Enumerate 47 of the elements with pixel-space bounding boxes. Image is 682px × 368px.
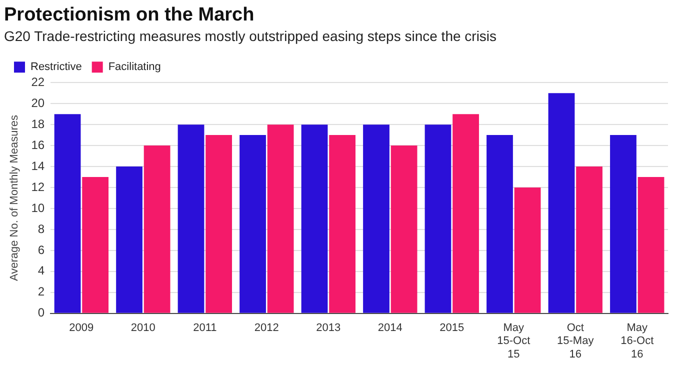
y-tick-label: 6 — [38, 242, 45, 257]
x-tick-label: May 16-Oct 16 — [620, 322, 654, 360]
x-tick-label: 2013 — [316, 322, 341, 334]
x-tick-label: 2011 — [193, 322, 217, 334]
y-tick-label: 0 — [38, 306, 45, 320]
x-tick-label: 2012 — [254, 322, 279, 334]
x-tick-label: May 15-Oct 15 — [497, 322, 530, 360]
y-tick-label: 4 — [38, 264, 45, 278]
bar — [267, 124, 294, 313]
bar — [240, 135, 266, 313]
y-tick-label: 10 — [31, 200, 45, 215]
x-tick-label: 2010 — [130, 322, 156, 334]
bar — [576, 166, 602, 313]
bar — [610, 135, 636, 313]
bar — [638, 177, 664, 313]
bar — [424, 124, 452, 313]
bar — [486, 135, 513, 313]
bar — [452, 114, 479, 313]
bar — [54, 114, 81, 313]
y-tick-label: 12 — [31, 180, 45, 194]
y-tick-label: 18 — [31, 116, 45, 131]
y-axis-title: Average No. of Monthly Measures — [8, 114, 21, 282]
x-tick-label: 2009 — [69, 322, 94, 334]
bar — [548, 93, 575, 313]
bar — [301, 124, 328, 313]
bar — [363, 124, 390, 313]
chart-subtitle: G20 Trade-restricting measures mostly outstripped easing steps since the crisis — [4, 28, 497, 44]
bar — [206, 135, 232, 313]
bar — [144, 146, 170, 313]
y-tick-label: 2 — [38, 284, 45, 299]
y-tick-label: 16 — [31, 138, 45, 152]
x-tick-label: 2014 — [378, 322, 402, 334]
bar — [329, 135, 356, 313]
chart-title: Protectionism on the March — [4, 4, 254, 26]
legend-label: Facilitating — [108, 61, 161, 74]
bar — [82, 177, 109, 313]
x-tick-label: 2015 — [440, 322, 464, 334]
y-tick-label: 14 — [31, 158, 45, 173]
bar — [390, 146, 418, 313]
legend-label: Restrictive — [30, 61, 82, 74]
bar — [116, 166, 142, 313]
x-tick-label: Oct 15-May 16 — [557, 322, 594, 360]
y-tick-label: 8 — [38, 222, 45, 236]
bar — [514, 188, 541, 313]
y-tick-label: 20 — [31, 96, 45, 110]
y-tick-label: 22 — [31, 74, 45, 89]
bar — [178, 124, 204, 313]
